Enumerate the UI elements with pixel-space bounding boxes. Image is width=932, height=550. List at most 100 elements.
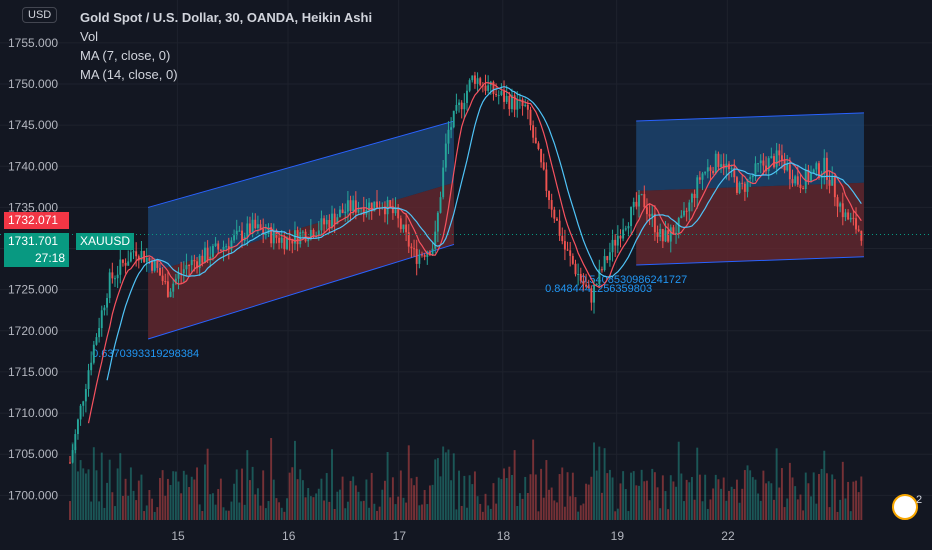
candle-body [74,434,77,451]
volume-bar [397,496,400,520]
candle-body [442,167,445,198]
candle-body [124,262,127,266]
channel-bottom-line [636,256,864,266]
volume-bar [436,458,439,520]
candle-body [582,280,585,285]
symbol-tag: XAUUSD [76,233,135,250]
volume-bar [196,467,198,520]
candle-body [246,223,249,237]
volume-bar [381,489,384,520]
candle-body [556,218,558,221]
volume-bar [497,477,500,520]
volume-bar [693,499,696,520]
volume-bar [275,498,278,520]
volume-bar [452,453,455,520]
candle-body [249,223,251,234]
volume-bar [365,479,368,520]
volume-bar [500,479,503,520]
volume-bar [677,441,680,520]
candle-body [812,169,815,174]
candle-body [836,197,839,207]
volume-bar [503,468,505,520]
volume-bar [455,509,458,520]
volume-bar [661,475,664,520]
candle-body [180,272,183,274]
candle-body [526,104,529,110]
volume-bar [775,448,778,520]
volume-bar [759,500,762,520]
candle-body [346,200,349,212]
volume-bar [124,478,127,520]
candle-body [362,208,365,215]
channel-top-line [636,112,864,122]
indicator-vol[interactable]: Vol [80,29,99,44]
volume-bar [410,478,413,520]
volume-bar [434,459,437,520]
candle-body [638,194,640,207]
candle-body [513,95,516,110]
us-flag-icon[interactable] [892,494,918,520]
candle-body [717,153,720,167]
candle-body [783,160,786,171]
volume-bar [278,502,281,520]
volume-bar [378,506,381,520]
volume-bar [299,469,302,520]
candle-body [611,239,614,253]
candle-body [849,217,852,220]
volume-bar [254,494,257,520]
volume-bar [204,464,206,520]
volume-bar [84,473,87,520]
volume-bar [556,502,558,520]
volume-bar [722,477,725,520]
candle-body [661,228,664,242]
volume-bar [720,488,723,520]
indicator-ma7[interactable]: MA (7, close, 0) [80,48,171,63]
volume-bar [630,472,633,520]
x-tick-label: 15 [171,529,185,543]
volume-bar [603,448,606,520]
candle-body [145,257,148,263]
volume-bar [616,508,619,520]
candle-body [254,219,257,229]
candle-body [468,80,471,91]
candle-body [280,237,283,243]
volume-bar [460,505,463,520]
candle-body [460,102,463,110]
candle-body [855,218,857,230]
candle-body [439,197,442,213]
candle-body [320,218,323,231]
volume-bar [683,501,685,520]
candle-body [402,224,405,230]
candle-body [121,259,124,263]
volume-bar [140,474,143,520]
volume-bar [574,497,577,520]
candle-body [272,230,275,244]
candle-body [76,419,79,435]
volume-bar [317,488,320,520]
candle-body [680,215,683,219]
indicator-ma14[interactable]: MA (14, close, 0) [80,67,178,82]
candle-body [815,163,818,170]
currency-button[interactable]: USD [22,7,58,23]
volume-bar [489,508,492,520]
channel-lower-fill [636,182,864,265]
volume-bar [426,504,429,520]
volume-bar [108,459,111,520]
candle-body [847,212,850,220]
volume-bar [368,507,371,520]
volume-bar [751,477,754,520]
candle-body [383,207,386,215]
x-tick-label: 18 [497,529,511,543]
volume-bar [540,468,543,520]
candle-body [106,298,109,308]
candle-body [495,93,498,96]
volume-bar [595,470,598,520]
volume-bar [370,472,373,520]
candle-body [603,256,606,271]
volume-bar [233,483,236,520]
candle-body [675,232,678,235]
candle-body [773,156,775,168]
candle-body [164,281,167,283]
events-badge[interactable]: 2 [916,494,923,506]
